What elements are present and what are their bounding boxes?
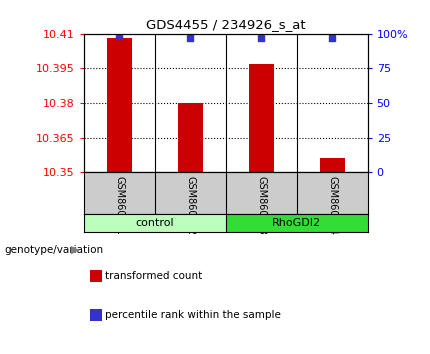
Text: transformed count: transformed count [105, 271, 203, 281]
Text: RhoGDI2: RhoGDI2 [272, 218, 321, 228]
Point [187, 35, 194, 41]
Text: GSM860663: GSM860663 [256, 176, 266, 234]
Text: GSM860662: GSM860662 [185, 176, 195, 235]
Text: control: control [135, 218, 174, 228]
Point [258, 35, 264, 41]
Bar [320, 158, 344, 172]
Bar [249, 64, 273, 172]
Bar [226, 214, 368, 232]
Title: GDS4455 / 234926_s_at: GDS4455 / 234926_s_at [146, 18, 306, 31]
Point [116, 34, 123, 39]
Bar [107, 38, 132, 172]
Point [329, 35, 335, 41]
Bar [178, 103, 203, 172]
Bar [84, 214, 226, 232]
Text: GSM860664: GSM860664 [327, 176, 337, 234]
Text: ▶: ▶ [71, 245, 80, 255]
Text: GSM860661: GSM860661 [114, 176, 124, 234]
Text: percentile rank within the sample: percentile rank within the sample [105, 310, 281, 320]
Text: genotype/variation: genotype/variation [4, 245, 104, 255]
